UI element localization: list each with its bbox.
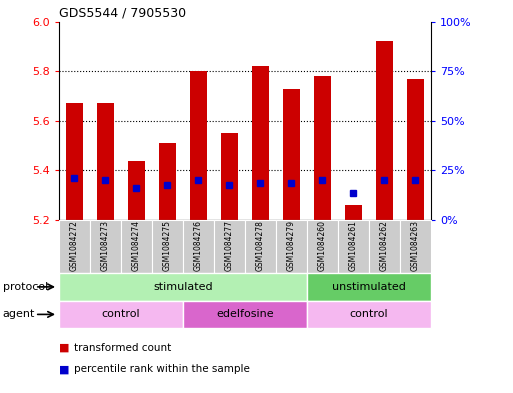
Bar [245,220,276,273]
Bar [369,220,400,273]
Bar [314,76,331,220]
Text: GSM1084276: GSM1084276 [194,220,203,271]
Bar [59,220,90,273]
Bar [59,301,183,328]
Bar [59,273,307,301]
Bar [159,143,176,220]
Text: GSM1084262: GSM1084262 [380,220,389,271]
Text: stimulated: stimulated [153,282,213,292]
Bar [121,220,152,273]
Bar [338,220,369,273]
Bar [183,220,214,273]
Bar [307,220,338,273]
Bar [190,71,207,220]
Bar [90,220,121,273]
Text: percentile rank within the sample: percentile rank within the sample [74,364,250,375]
Text: GSM1084278: GSM1084278 [256,220,265,271]
Text: ■: ■ [59,343,69,353]
Bar [307,273,431,301]
Text: GSM1084261: GSM1084261 [349,220,358,271]
Text: GSM1084274: GSM1084274 [132,220,141,271]
Text: edelfosine: edelfosine [216,309,274,320]
Text: GSM1084260: GSM1084260 [318,220,327,271]
Bar [345,205,362,220]
Bar [66,103,83,220]
Bar [152,220,183,273]
Bar [221,133,238,220]
Text: control: control [102,309,140,320]
Text: protocol: protocol [3,282,48,292]
Text: GSM1084263: GSM1084263 [411,220,420,271]
Bar [252,66,269,220]
Bar [128,160,145,220]
Text: GSM1084277: GSM1084277 [225,220,234,271]
Text: unstimulated: unstimulated [332,282,406,292]
Text: GSM1084273: GSM1084273 [101,220,110,271]
Bar [376,41,393,220]
Text: transformed count: transformed count [74,343,172,353]
Bar [407,79,424,220]
Bar [283,88,300,220]
Text: GSM1084279: GSM1084279 [287,220,296,271]
Bar [400,220,431,273]
Text: GSM1084275: GSM1084275 [163,220,172,271]
Bar [97,103,114,220]
Bar [276,220,307,273]
Text: agent: agent [3,309,35,320]
Text: control: control [350,309,388,320]
Text: GDS5544 / 7905530: GDS5544 / 7905530 [59,6,186,19]
Text: ■: ■ [59,364,69,375]
Bar [214,220,245,273]
Text: GSM1084272: GSM1084272 [70,220,79,271]
Bar [307,301,431,328]
Bar [183,301,307,328]
